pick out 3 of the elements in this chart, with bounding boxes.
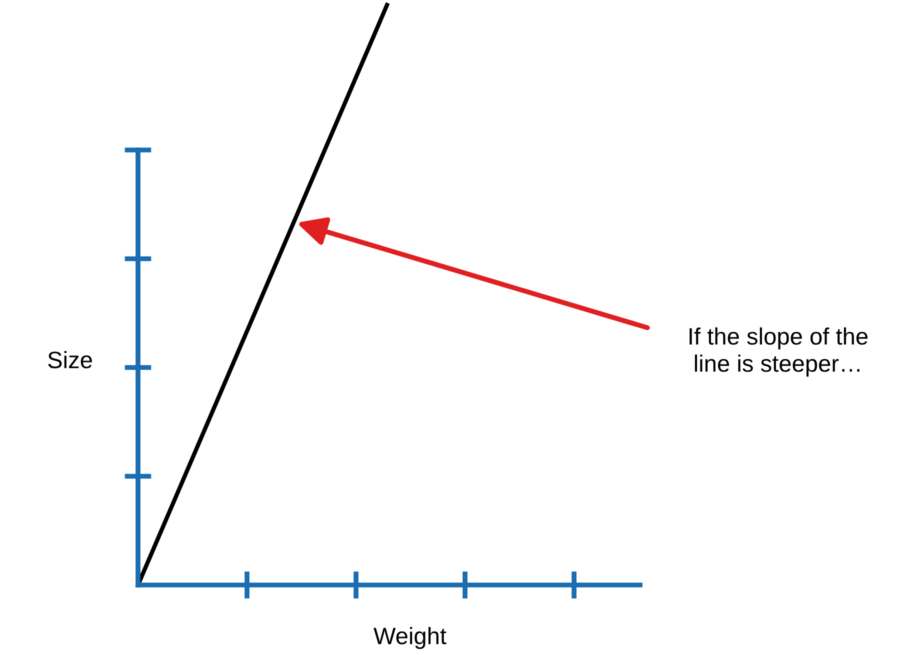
text: If the slope of the line is steeper… — [690, 327, 868, 377]
x-axis-title: Weight — [374, 626, 446, 650]
y-axis-title: Size — [48, 350, 92, 368]
